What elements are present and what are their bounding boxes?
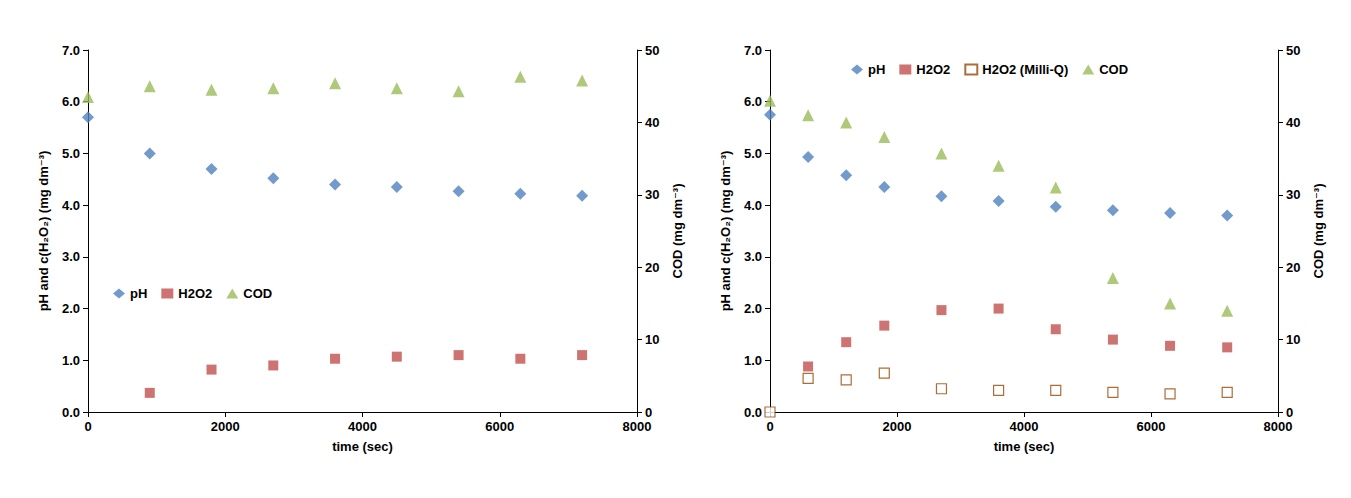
svg-text:4000: 4000: [348, 419, 377, 434]
svg-text:6000: 6000: [1137, 419, 1166, 434]
svg-text:0.0: 0.0: [62, 405, 80, 420]
svg-text:COD (mg dm⁻³): COD (mg dm⁻³): [1311, 184, 1326, 279]
svg-text:1.0: 1.0: [62, 353, 80, 368]
svg-text:2.0: 2.0: [744, 301, 762, 316]
svg-text:pH and c(H₂O₂) (mg dm⁻³): pH and c(H₂O₂) (mg dm⁻³): [718, 151, 733, 312]
svg-text:time (sec): time (sec): [994, 439, 1055, 454]
svg-text:pH: pH: [130, 286, 147, 301]
svg-text:4000: 4000: [1010, 419, 1039, 434]
svg-text:4.0: 4.0: [62, 198, 80, 213]
svg-text:20: 20: [645, 260, 659, 275]
svg-text:50: 50: [645, 43, 659, 58]
svg-text:H2O2 (Milli-Q): H2O2 (Milli-Q): [982, 62, 1068, 77]
svg-text:2000: 2000: [883, 419, 912, 434]
svg-text:0: 0: [766, 419, 773, 434]
svg-text:40: 40: [1286, 115, 1300, 130]
svg-text:5.0: 5.0: [744, 146, 762, 161]
svg-text:8000: 8000: [1264, 419, 1293, 434]
svg-text:H2O2: H2O2: [916, 62, 950, 77]
svg-text:10: 10: [645, 332, 659, 347]
svg-text:COD: COD: [1099, 62, 1128, 77]
svg-text:H2O2: H2O2: [178, 286, 212, 301]
svg-text:30: 30: [1286, 187, 1300, 202]
svg-text:6.0: 6.0: [62, 94, 80, 109]
svg-text:2.0: 2.0: [62, 301, 80, 316]
svg-text:1.0: 1.0: [744, 353, 762, 368]
svg-text:COD: COD: [243, 286, 272, 301]
svg-text:50: 50: [1286, 43, 1300, 58]
svg-text:7.0: 7.0: [744, 43, 762, 58]
svg-text:pH: pH: [868, 62, 885, 77]
svg-text:2000: 2000: [211, 419, 240, 434]
svg-text:40: 40: [645, 115, 659, 130]
svg-text:0: 0: [84, 419, 91, 434]
svg-text:6000: 6000: [485, 419, 514, 434]
svg-text:0.0: 0.0: [744, 405, 762, 420]
svg-text:3.0: 3.0: [62, 249, 80, 264]
svg-text:4.0: 4.0: [744, 198, 762, 213]
svg-text:0: 0: [645, 405, 652, 420]
svg-text:pH and c(H₂O₂) (mg dm⁻³): pH and c(H₂O₂) (mg dm⁻³): [36, 151, 51, 312]
svg-text:3.0: 3.0: [744, 249, 762, 264]
svg-text:7.0: 7.0: [62, 43, 80, 58]
svg-text:6.0: 6.0: [744, 94, 762, 109]
svg-text:30: 30: [645, 187, 659, 202]
svg-text:5.0: 5.0: [62, 146, 80, 161]
svg-text:0: 0: [1286, 405, 1293, 420]
svg-text:20: 20: [1286, 260, 1300, 275]
svg-text:8000: 8000: [623, 419, 652, 434]
svg-text:10: 10: [1286, 332, 1300, 347]
svg-text:time (sec): time (sec): [332, 439, 393, 454]
svg-text:COD (mg dm⁻³): COD (mg dm⁻³): [670, 184, 685, 279]
